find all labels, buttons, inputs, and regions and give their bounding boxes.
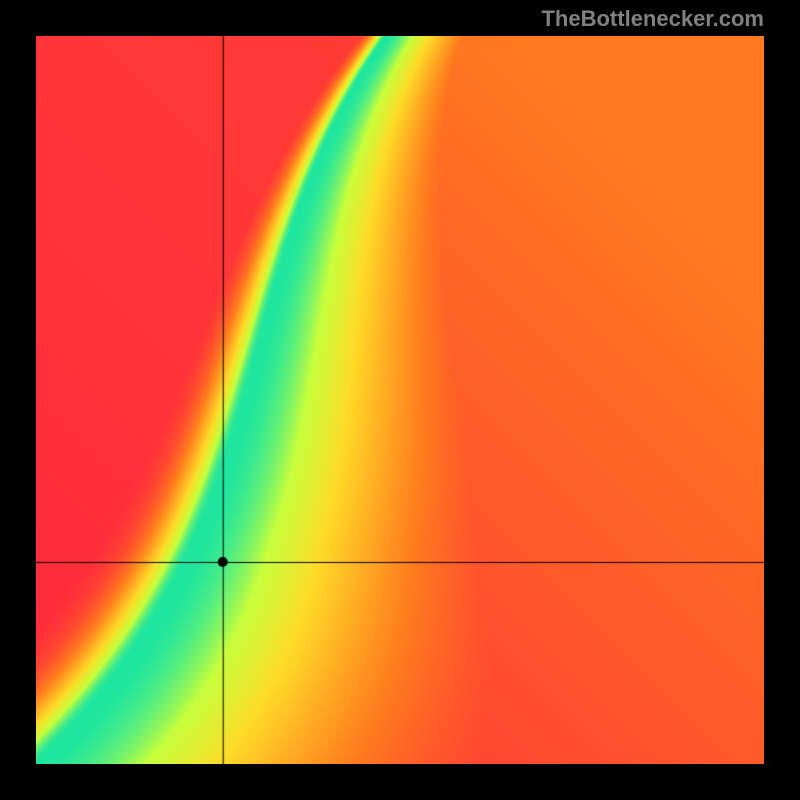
crosshair-overlay: [36, 36, 764, 764]
watermark-label: TheBottlenecker.com: [541, 6, 764, 32]
plot-area: [36, 36, 764, 764]
